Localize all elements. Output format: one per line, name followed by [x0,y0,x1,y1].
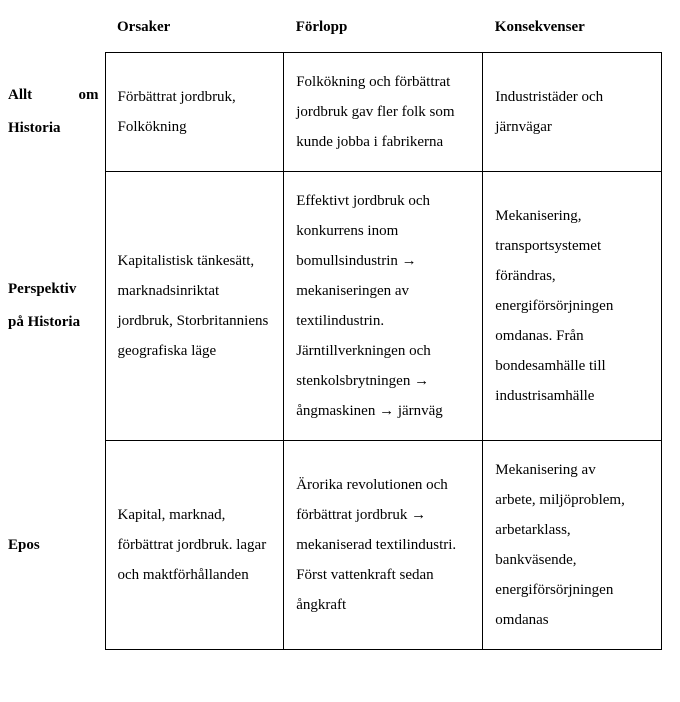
header-orsaker: Orsaker [105,8,284,53]
row-allt-om-historia: Allt om Historia Förbättrat jordbruk, Fo… [8,53,662,172]
row-label-text: Historia [8,112,99,145]
comparison-table: Orsaker Förlopp Konsekvenser Allt om His… [8,8,662,650]
row-label-allt-om-historia: Allt om Historia [8,53,105,172]
row-label-text: om [79,79,99,112]
header-forlopp: Förlopp [284,8,483,53]
header-empty [8,8,105,53]
cell-text: av [582,462,596,478]
cell-orsaker: Kapitalistisk tänkesätt, marknadsinrikta… [105,172,284,441]
header-konsekvenser: Konsekvenser [483,8,662,53]
cell-orsaker: Kapital, marknad, förbättrat jordbruk. l… [105,441,284,650]
row-perspektiv: Perspektiv på Historia Kapitalistisk tän… [8,172,662,441]
cell-text: arbete, miljöproblem, arbetarklass, bank… [495,485,649,635]
cell-text: Mekanisering [495,462,577,478]
row-label-epos: Epos [8,441,105,650]
cell-forlopp: Ärorika revolutionen och förbättrat jord… [284,441,483,650]
row-epos: Epos Kapital, marknad, förbättrat jordbr… [8,441,662,650]
row-label-text: på Historia [8,306,99,339]
cell-orsaker: Förbättrat jordbruk, Folkökning [105,53,284,172]
cell-konsekvenser: Industristäder och järnvägar [483,53,662,172]
cell-konsekvenser: Mekanisering av arbete, miljöproblem, ar… [483,441,662,650]
cell-forlopp: Folkökning och förbättrat jordbruk gav f… [284,53,483,172]
cell-forlopp: Effektivt jordbruk och konkurrens inom b… [284,172,483,441]
row-label-text: Allt [8,79,32,112]
row-label-perspektiv: Perspektiv på Historia [8,172,105,441]
row-label-text: Perspektiv [8,273,99,306]
table-container: Orsaker Förlopp Konsekvenser Allt om His… [0,0,680,668]
cell-konsekvenser: Mekanisering, transportsystemet förändra… [483,172,662,441]
header-row: Orsaker Förlopp Konsekvenser [8,8,662,53]
